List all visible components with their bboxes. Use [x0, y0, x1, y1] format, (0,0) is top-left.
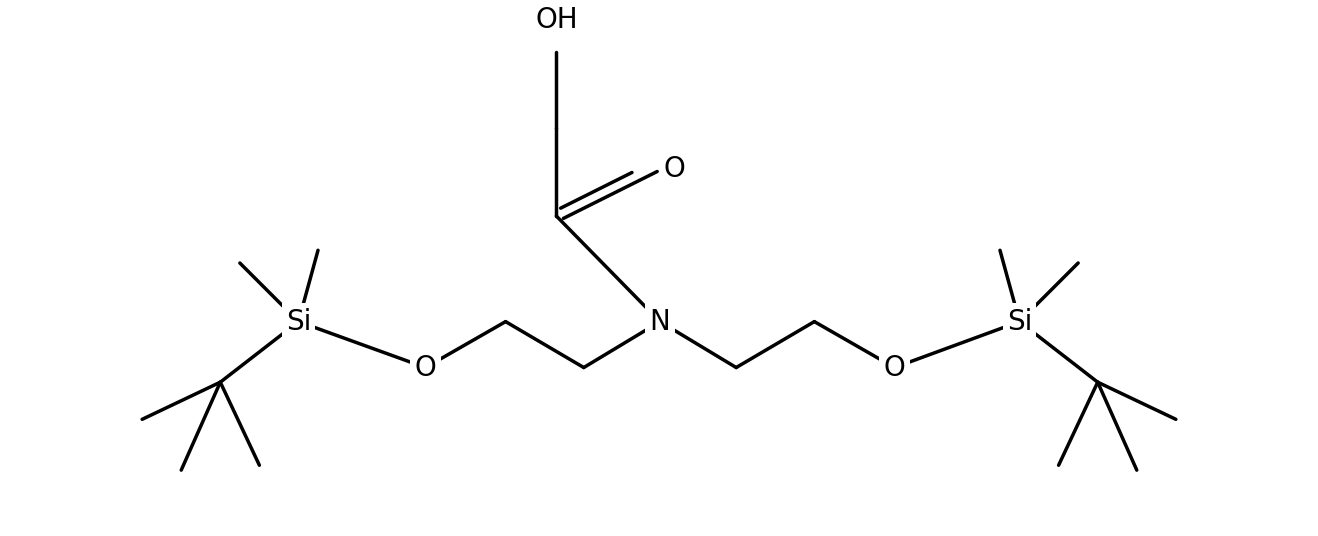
Text: O: O — [664, 155, 685, 183]
Text: N: N — [650, 308, 671, 336]
Text: O: O — [883, 354, 905, 382]
Text: OH: OH — [535, 6, 577, 34]
Text: O: O — [415, 354, 436, 382]
Text: Si: Si — [1007, 308, 1032, 336]
Text: Si: Si — [286, 308, 311, 336]
